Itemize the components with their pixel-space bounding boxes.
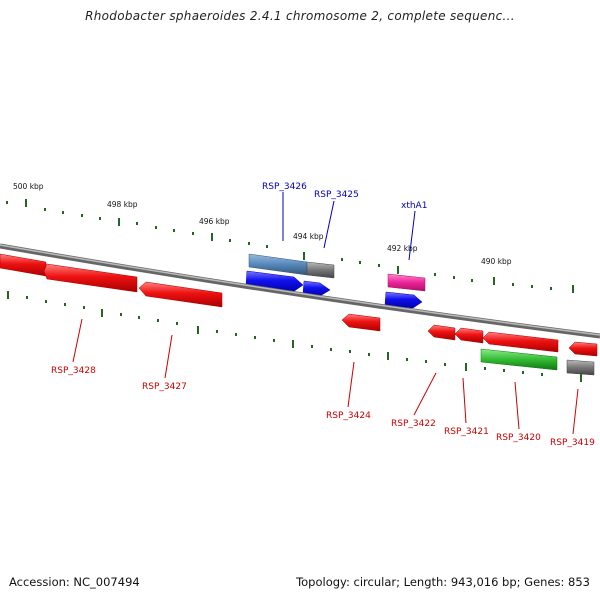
topology-text: Topology: circular; Length: 943,016 bp; … (296, 575, 590, 589)
gene-rsp3419-feature[interactable] (566, 359, 595, 376)
gene-labels: RSP_3426 RSP_3425 xthA1 RSP_3428 RSP_342… (51, 182, 595, 448)
callout-rsp3428 (72, 318, 83, 363)
gene-label-rsp3419[interactable]: RSP_3419 (550, 438, 595, 448)
gene-right-edge-feature[interactable] (568, 341, 598, 357)
gene-rsp3425-feature[interactable] (306, 261, 335, 279)
blue-gene-arrow-2[interactable] (302, 280, 331, 297)
gene-rsp3424-feature[interactable] (341, 313, 381, 332)
kbp-label-500: 500 kbp (13, 182, 44, 191)
gene-label-rsp3428[interactable]: RSP_3428 (51, 366, 96, 376)
gene-xtha1-feature[interactable] (387, 273, 426, 292)
callout-xtha1 (408, 210, 416, 261)
callout-rsp3419 (572, 388, 579, 435)
gene-rsp3420-feature[interactable] (482, 331, 559, 353)
gene-label-rsp3427[interactable]: RSP_3427 (142, 382, 187, 392)
kbp-label-496: 496 kbp (199, 217, 230, 226)
upper-tick-track (6, 199, 574, 293)
kbp-markers: 500 kbp 498 kbp 496 kbp 494 kbp 492 kbp … (13, 182, 512, 266)
gene-rsp3428-feature[interactable] (43, 263, 138, 293)
green-gene-feature[interactable] (480, 348, 558, 371)
gene-label-rsp3420[interactable]: RSP_3420 (496, 433, 541, 443)
gene-rsp3426-feature[interactable] (248, 253, 308, 276)
gene-rsp3421-feature[interactable] (454, 327, 484, 344)
gene-label-rsp3426[interactable]: RSP_3426 (262, 182, 307, 192)
callout-lines (72, 192, 579, 435)
forward-strand-genes (245, 253, 426, 309)
gene-label-rsp3421[interactable]: RSP_3421 (444, 427, 489, 437)
chromosome-backbone (0, 243, 600, 339)
reverse-strand-genes (0, 253, 598, 376)
gene-rsp3422-feature[interactable] (427, 324, 456, 341)
kbp-label-490: 490 kbp (481, 257, 512, 266)
callout-rsp3425 (323, 200, 335, 249)
callout-rsp3427 (164, 334, 173, 379)
callout-rsp3420 (514, 381, 520, 430)
gene-rsp3427-feature[interactable] (138, 281, 223, 308)
gene-label-rsp3424[interactable]: RSP_3424 (326, 411, 371, 421)
kbp-label-498: 498 kbp (107, 200, 138, 209)
callout-rsp3421 (462, 377, 467, 424)
backbone-highlight (0, 244, 600, 336)
gene-label-rsp3425[interactable]: RSP_3425 (314, 190, 359, 200)
kbp-label-494: 494 kbp (293, 232, 324, 241)
map-title: Rhodobacter sphaeroides 2.4.1 chromosome… (85, 9, 515, 23)
callout-rsp3424 (347, 361, 355, 408)
callout-rsp3422 (413, 372, 437, 416)
gene-label-xtha1[interactable]: xthA1 (401, 201, 427, 211)
blue-gene-arrow-3[interactable] (384, 291, 423, 309)
lower-tick-track (7, 291, 582, 382)
accession-text: Accession: NC_007494 (9, 575, 140, 589)
gene-label-rsp3422[interactable]: RSP_3422 (391, 419, 436, 429)
kbp-label-492: 492 kbp (387, 244, 418, 253)
gene-left-edge-feature[interactable] (0, 253, 47, 277)
